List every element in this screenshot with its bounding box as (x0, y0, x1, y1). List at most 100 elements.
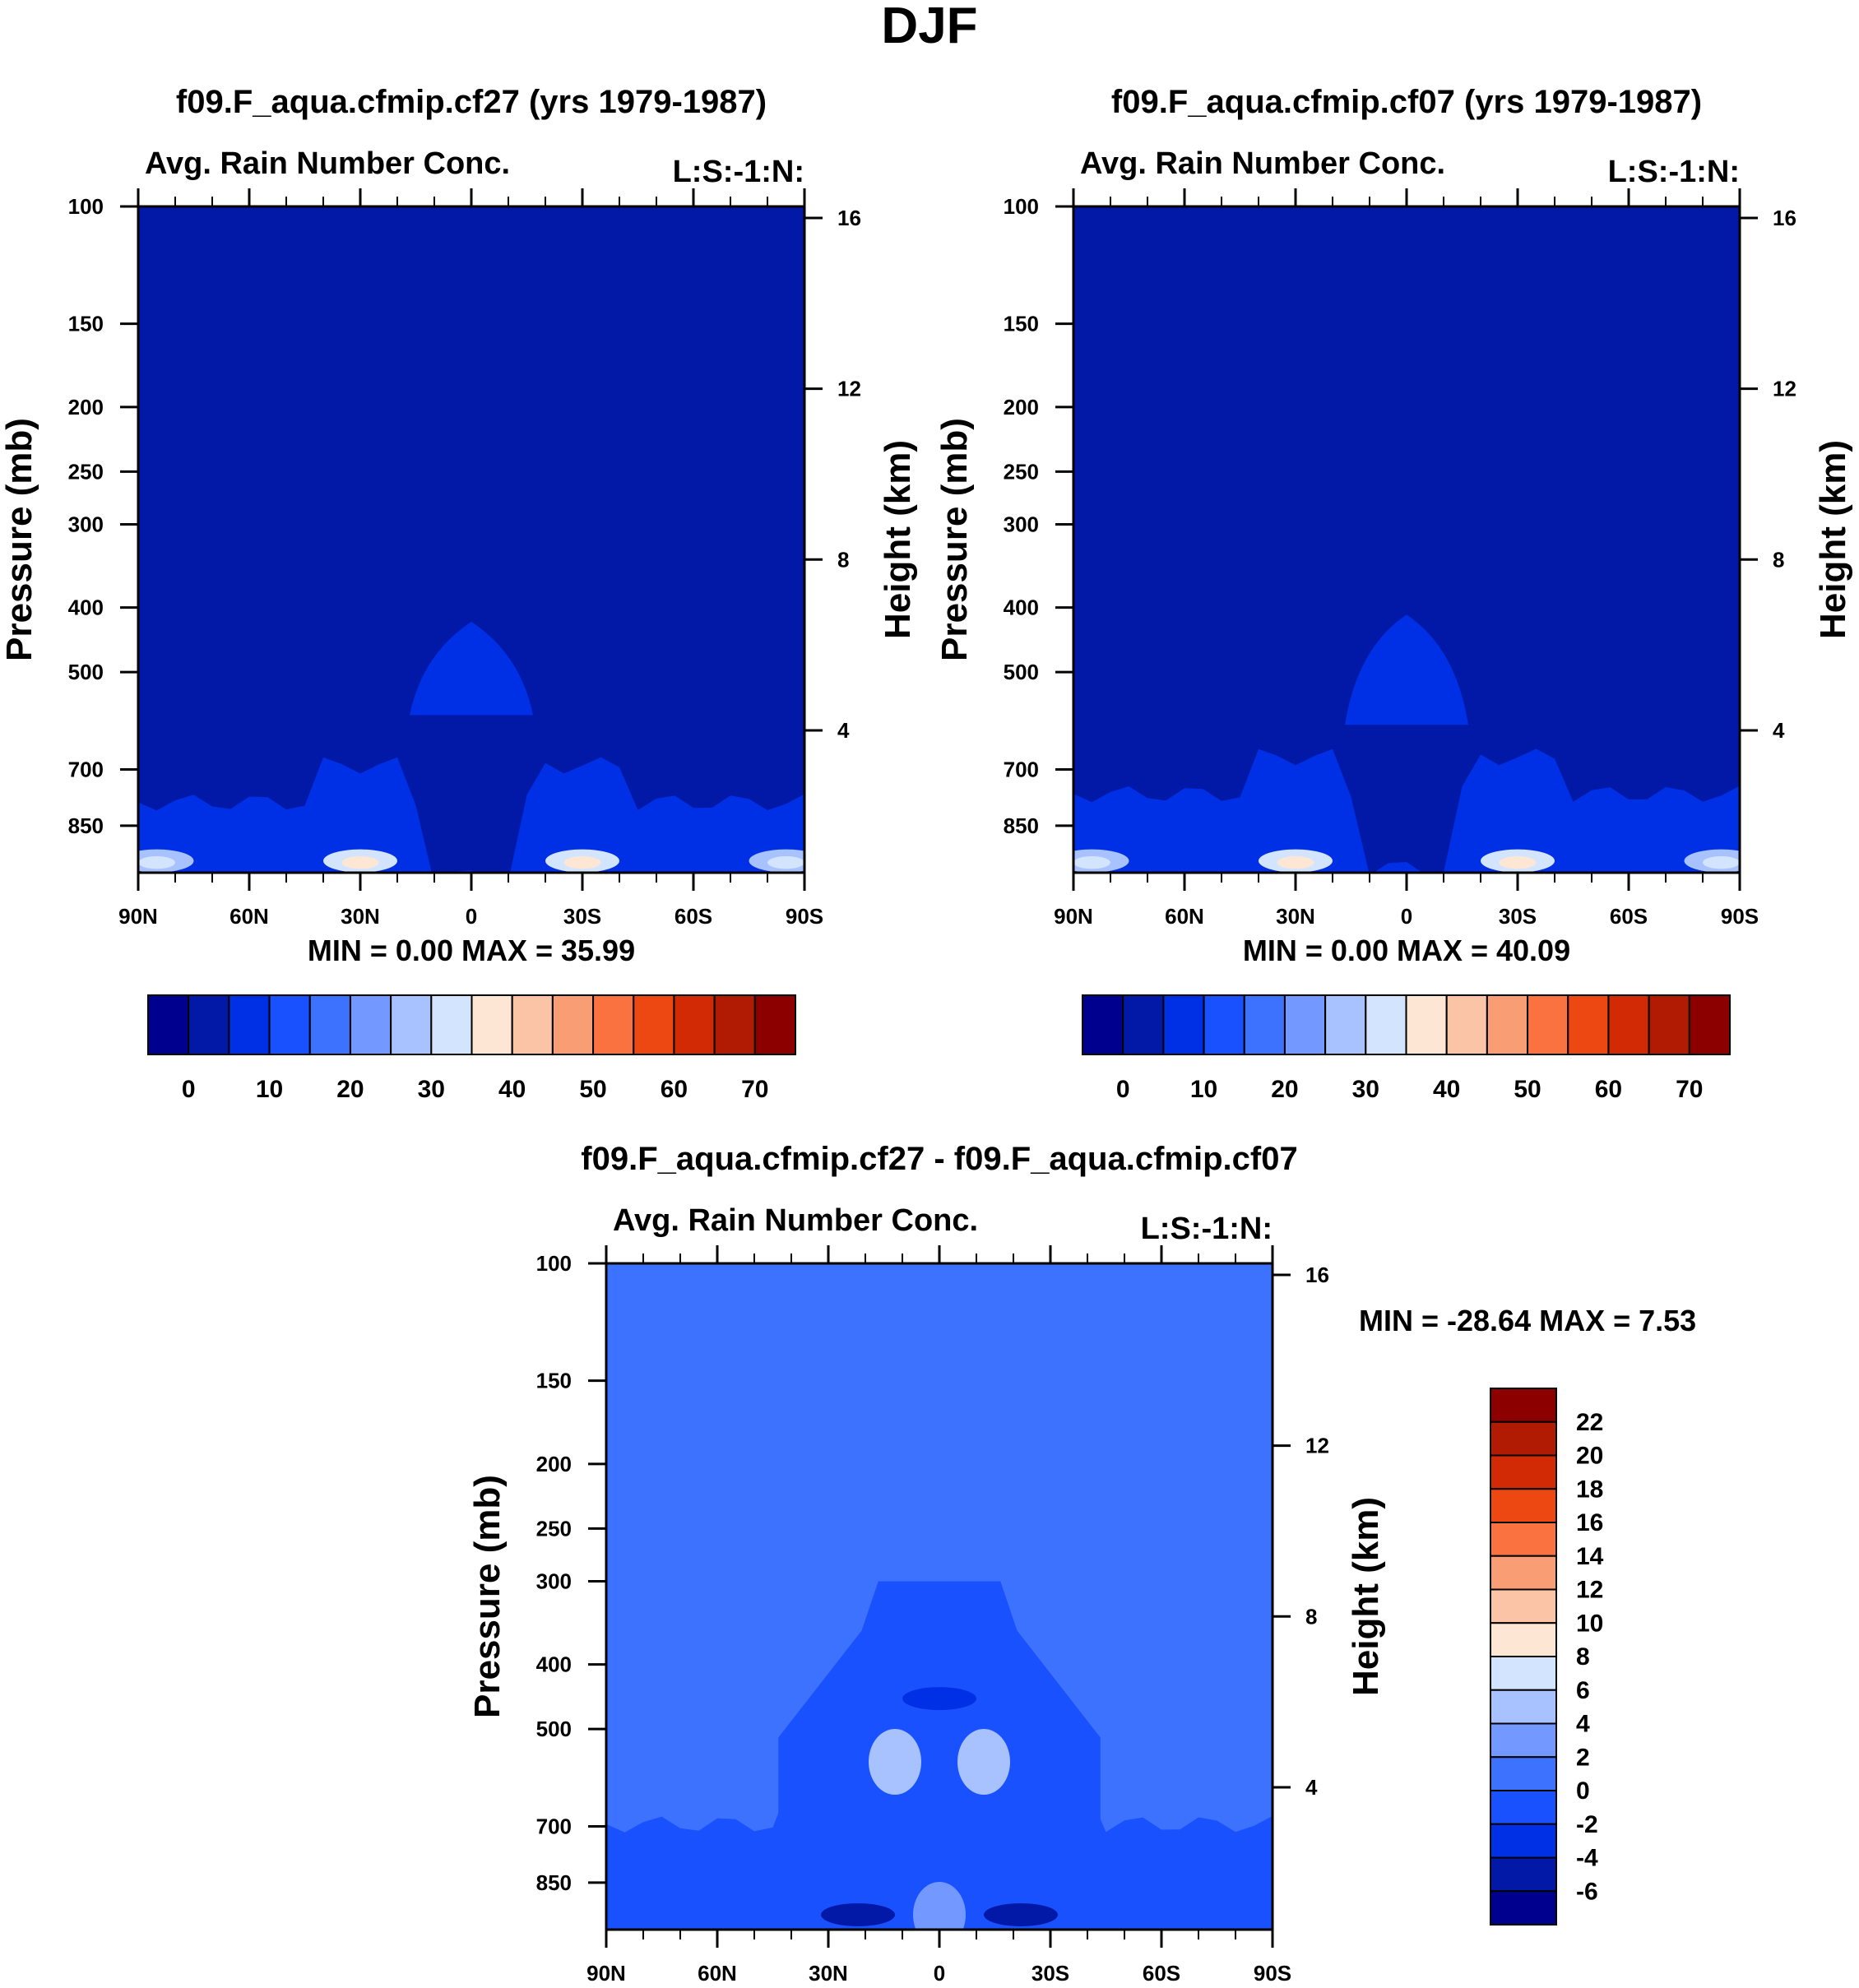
colorbar-tick-label: 4 (1576, 1711, 1590, 1738)
y-tick-label: 250 (68, 459, 104, 484)
colorbar-tick-label: 0 (182, 1076, 196, 1103)
colorbar-box (511, 994, 554, 1055)
colorbar-box (1490, 1689, 1557, 1725)
colorbar-box (1490, 1522, 1557, 1557)
colorbar-box (1567, 994, 1610, 1055)
panel-diff: f09.F_aqua.cfmip.cf27 - f09.F_aqua.cfmip… (467, 1141, 1696, 1986)
colorbar-tick-label: 6 (1576, 1677, 1590, 1704)
colorbar-tick-label: 0 (1116, 1076, 1130, 1103)
colorbar-tick-label: 16 (1576, 1509, 1603, 1536)
field-extremum-core (1499, 855, 1537, 869)
x-tick-label: 0 (934, 1961, 945, 1986)
x-tick-label: 90N (1054, 904, 1093, 929)
x-tick-label: 30N (809, 1961, 848, 1986)
y-tick-label: 400 (1004, 595, 1039, 620)
y-tick-label: 850 (536, 1870, 572, 1895)
field-background (1073, 206, 1740, 873)
field-extremum-core (563, 855, 601, 869)
panel-cf27: f09.F_aqua.cfmip.cf27 (yrs 1979-1987) Avg… (0, 84, 918, 1103)
field-background (138, 206, 804, 873)
field-extremum (984, 1902, 1058, 1926)
colorbar-box (390, 994, 433, 1055)
colorbar-box (1490, 1722, 1557, 1759)
field-extremum (957, 1729, 1010, 1796)
x-tick-label: 90N (586, 1961, 626, 1986)
colorbar-tick-label: 0 (1576, 1777, 1590, 1805)
field-band (606, 1778, 1273, 1930)
height-tick-label: 4 (1305, 1775, 1318, 1800)
colorbar-box (268, 994, 311, 1055)
colorbar-box (1122, 994, 1165, 1055)
y-tick-label: 300 (536, 1569, 572, 1593)
colorbar-box (1486, 994, 1529, 1055)
y-tick-label: 500 (1004, 660, 1039, 684)
colorbar-tick-label: 50 (1514, 1076, 1541, 1103)
height-tick-label: 16 (1305, 1263, 1329, 1287)
colorbar-tick-label: 22 (1576, 1409, 1603, 1436)
y-tick-label: 200 (1004, 395, 1039, 419)
colorbar-tick-label: 14 (1576, 1543, 1604, 1570)
colorbar-box (430, 994, 473, 1055)
x-tick-label: 0 (1401, 904, 1412, 929)
colorbar-tick-label: 40 (1433, 1076, 1460, 1103)
min-max-stats: MIN = 0.00 MAX = 35.99 (308, 934, 635, 967)
y-axis-label: Pressure (mb) (467, 1475, 508, 1718)
colorbar-box (1445, 994, 1488, 1055)
min-max-stats: MIN = -28.64 MAX = 7.53 (1359, 1304, 1696, 1337)
y-tick-label: 700 (536, 1814, 572, 1839)
field-extremum (821, 1902, 895, 1926)
field-plume (410, 621, 533, 716)
colorbar-tick-label: 20 (336, 1076, 364, 1103)
colorbar-box (308, 994, 351, 1055)
y-tick-label: 150 (68, 312, 104, 336)
colorbar-tick-label: 10 (256, 1076, 283, 1103)
y-tick-label: 200 (68, 395, 104, 419)
x-tick-label: 0 (466, 904, 477, 929)
field-layer (606, 1263, 1273, 1930)
colorbar-box (1490, 1756, 1557, 1791)
y-axis-label-right: Height (km) (878, 440, 918, 639)
colorbar-tick-label: 12 (1576, 1577, 1603, 1604)
colorbar-box (1490, 1454, 1557, 1490)
x-tick-label: 30N (341, 904, 380, 929)
colorbar-tick-label: 10 (1576, 1610, 1603, 1637)
panel-subtitle-right: L:S:-1:N: (673, 155, 804, 189)
y-tick-label: 250 (536, 1516, 572, 1541)
colorbar-box (1490, 1488, 1557, 1523)
y-tick-label: 400 (68, 595, 104, 620)
y-tick-label: 700 (1004, 758, 1039, 782)
colorbar-box (1243, 994, 1286, 1055)
height-tick-label: 8 (1305, 1604, 1317, 1629)
y-tick-label: 100 (536, 1251, 572, 1276)
field-layer (138, 206, 804, 873)
height-tick-label: 8 (837, 547, 849, 572)
height-tick-label: 16 (1773, 206, 1796, 230)
height-tick-label: 12 (1305, 1434, 1329, 1458)
panel-subtitle-left: Avg. Rain Number Conc. (613, 1203, 978, 1238)
colorbar-tick-label: 30 (1352, 1076, 1379, 1103)
colorbar-box (1203, 994, 1245, 1055)
y-tick-label: 850 (68, 813, 104, 838)
height-tick-label: 12 (837, 377, 861, 401)
y-tick-label: 150 (536, 1369, 572, 1393)
field-band (138, 757, 804, 873)
colorbar-box (471, 994, 513, 1055)
y-tick-label: 300 (1004, 512, 1039, 536)
x-tick-label: 90N (118, 904, 158, 929)
x-tick-label: 60N (1165, 904, 1204, 929)
colorbar-tick-label: 30 (418, 1076, 445, 1103)
colorbar-box (1688, 994, 1731, 1055)
field-layer (1073, 206, 1740, 873)
x-tick-label: 30S (1031, 1961, 1069, 1986)
panel-cf07: f09.F_aqua.cfmip.cf07 (yrs 1979-1987) Avg… (934, 84, 1853, 1103)
colorbar-tick-label: 8 (1576, 1643, 1590, 1671)
x-tick-label: 60S (1143, 1961, 1180, 1986)
min-max-stats: MIN = 0.00 MAX = 40.09 (1243, 934, 1570, 967)
field-extremum-core (767, 855, 804, 869)
y-tick-label: 850 (1004, 813, 1039, 838)
colorbar-box (228, 994, 271, 1055)
field-extremum-core (1703, 855, 1740, 869)
field-extremum (902, 1687, 976, 1711)
field-extremum-core (341, 855, 379, 869)
